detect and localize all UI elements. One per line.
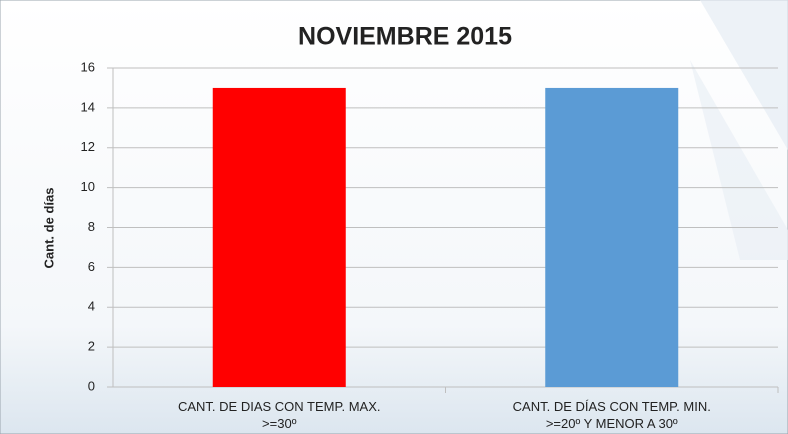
y-tick-label: 0	[88, 378, 95, 393]
chart-title: NOVIEMBRE 2015	[298, 23, 512, 51]
bar	[212, 87, 346, 387]
y-tick-label: 8	[88, 219, 95, 234]
y-tick-label: 4	[88, 299, 95, 314]
y-tick-label: 14	[81, 99, 95, 114]
decoration	[700, 0, 788, 150]
y-tick-label: 6	[88, 259, 95, 274]
y-tick-label: 16	[81, 59, 95, 74]
y-tick-label: 12	[81, 139, 95, 154]
x-tick-label: CANT. DE DIAS CON TEMP. MAX. >=30º	[178, 399, 381, 431]
x-tick-label: CANT. DE DÍAS CON TEMP. MIN. >=20º Y MENO…	[513, 399, 711, 431]
bar	[545, 87, 679, 387]
y-tick-label: 10	[81, 179, 95, 194]
y-axis-label: Cant. de días	[41, 188, 56, 269]
decoration	[690, 60, 788, 260]
y-tick-label: 2	[88, 339, 95, 354]
